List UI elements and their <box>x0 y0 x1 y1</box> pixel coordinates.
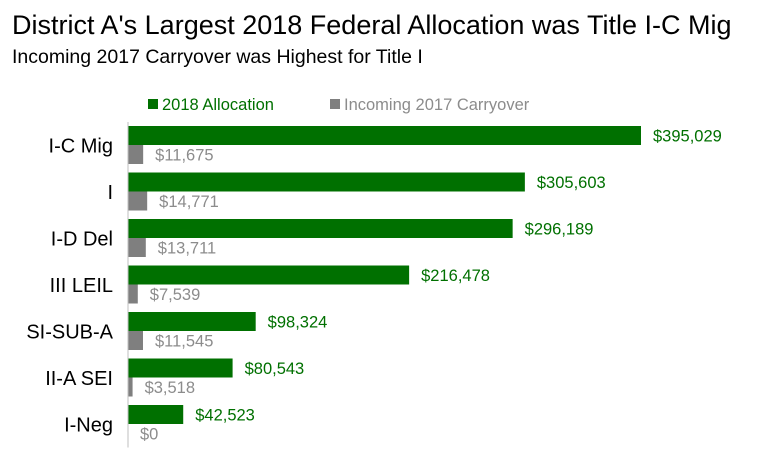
chart-title: District A's Largest 2018 Federal Alloca… <box>12 10 732 40</box>
category-label: II-A SEI <box>45 368 113 390</box>
legend-label-carryover: Incoming 2017 Carryover <box>344 96 530 114</box>
data-label-allocation: $98,324 <box>268 314 328 332</box>
category-label: I-Neg <box>64 414 113 436</box>
data-label-allocation: $305,603 <box>537 174 606 192</box>
data-label-allocation: $42,523 <box>195 407 255 425</box>
legend-swatch-carryover <box>330 99 340 109</box>
category-label: I-C Mig <box>49 135 113 157</box>
bar-carryover <box>128 238 146 257</box>
data-label-allocation: $80,543 <box>245 360 305 378</box>
data-label-carryover: $13,711 <box>158 240 216 258</box>
chart-subtitle: Incoming 2017 Carryover was Highest for … <box>12 46 423 68</box>
bar-carryover <box>128 191 148 211</box>
data-label-allocation: $296,189 <box>525 221 594 239</box>
data-label-allocation: $395,029 <box>653 128 722 146</box>
bar-carryover <box>128 377 133 397</box>
legend-label-allocation: 2018 Allocation <box>162 96 274 114</box>
data-label-carryover: $7,539 <box>150 286 200 304</box>
data-label-carryover: $11,675 <box>155 147 213 165</box>
bar-carryover <box>128 284 138 304</box>
legend-swatch-allocation <box>148 99 158 109</box>
category-label: SI-SUB-A <box>26 321 113 343</box>
data-label-carryover: $0 <box>140 426 158 444</box>
data-label-allocation: $216,478 <box>421 267 490 285</box>
bar-allocation <box>128 219 513 238</box>
category-label: I-D Del <box>51 228 113 250</box>
bar-allocation <box>128 126 641 145</box>
bar-allocation <box>128 312 256 331</box>
category-label: I <box>107 182 113 204</box>
bar-allocation <box>128 405 184 424</box>
bar-allocation <box>128 358 233 378</box>
category-label: III LEIL <box>50 275 113 297</box>
data-label-carryover: $11,545 <box>155 333 213 351</box>
data-label-carryover: $3,518 <box>145 379 195 397</box>
data-label-carryover: $14,771 <box>159 193 219 211</box>
bar-carryover <box>128 145 144 164</box>
bar-allocation <box>128 172 525 192</box>
bar-allocation <box>128 265 410 285</box>
bar-carryover <box>128 331 143 350</box>
